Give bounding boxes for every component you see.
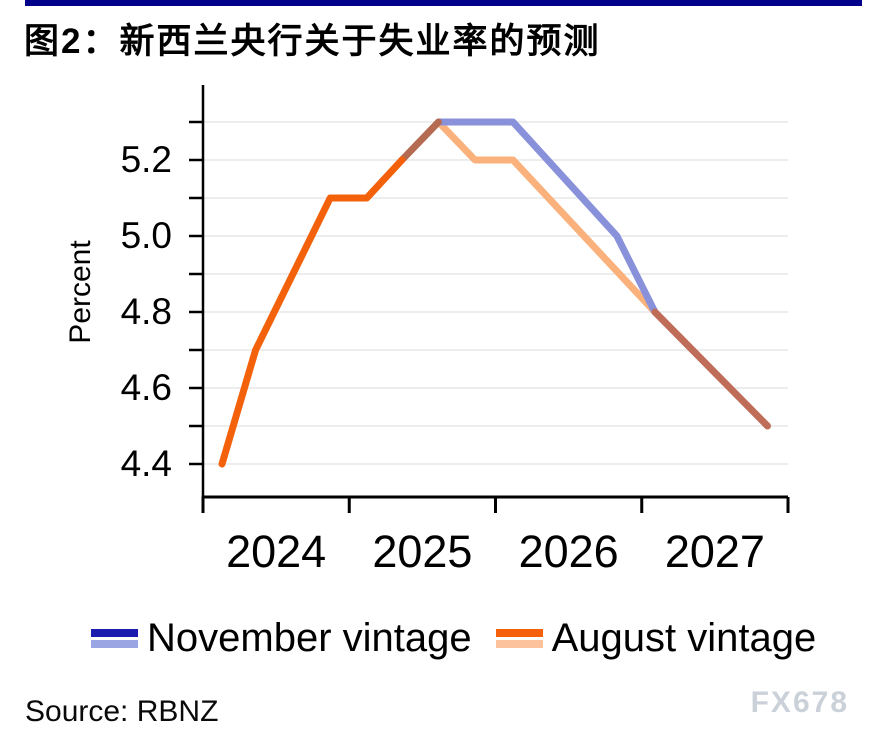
series-line-overlap-tail-both-vintages [651, 308, 771, 430]
november-line-swatch-icon [91, 628, 138, 648]
legend-label-november: November vintage [147, 616, 472, 660]
x-tick-label: 2024 [226, 526, 327, 577]
series-line-overlap-rise-both-vintages [398, 118, 442, 164]
watermark: FX678 [750, 686, 849, 719]
y-tick-label: 5.0 [120, 215, 172, 256]
series-line-november-vintage-forecast [435, 118, 659, 316]
y-tick-label: 4.6 [120, 367, 172, 408]
chart-legend: November vintage August vintage [91, 615, 840, 661]
y-tick-label: 4.8 [120, 291, 172, 332]
series-line-august-vintage-forecast [435, 118, 659, 316]
x-tick-label: 2027 [664, 526, 765, 577]
y-tick-label: 4.4 [120, 443, 172, 484]
x-tick-label: 2025 [372, 526, 473, 577]
figure-title: 图2：新西兰央行关于失业率的预测 [24, 22, 601, 61]
legend-label-august: August vintage [551, 616, 817, 660]
top-accent-bar [25, 0, 862, 6]
series-line-shared-history-both-vintages [218, 156, 406, 468]
source-note: Source: RBNZ [25, 695, 219, 728]
august-line-swatch-icon [495, 628, 543, 648]
y-tick-label: 5.2 [120, 139, 172, 180]
legend-item-november: November vintage [91, 615, 472, 661]
legend-item-august: August vintage [495, 615, 817, 661]
x-tick-label: 2026 [518, 526, 619, 577]
